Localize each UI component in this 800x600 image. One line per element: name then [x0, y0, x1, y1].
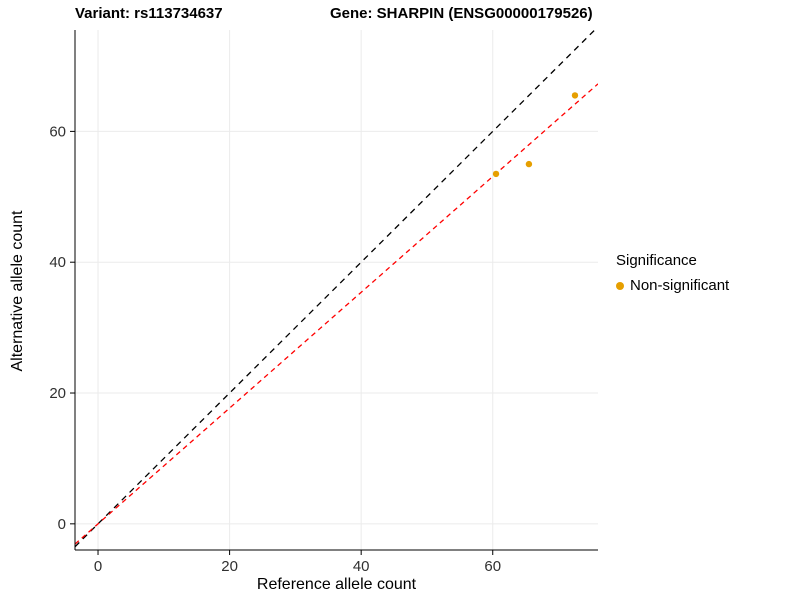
plot-title-gene: Gene: SHARPIN (ENSG00000179526): [330, 5, 593, 22]
y-tick-label: 0: [58, 516, 66, 533]
legend-item-label: Non-significant: [630, 277, 730, 294]
identity-line: [75, 30, 596, 548]
data-point: [525, 160, 533, 168]
y-tick-label: 40: [49, 254, 66, 271]
x-tick-label: 0: [94, 558, 102, 575]
y-tick-label: 60: [49, 123, 66, 140]
x-axis-title: Reference allele count: [256, 576, 417, 593]
fit-line: [75, 83, 598, 545]
data-point: [492, 170, 500, 178]
x-tick-label: 40: [353, 558, 370, 575]
legend-dot-icon: [616, 281, 624, 290]
legend-items: Non-significant: [616, 277, 729, 294]
y-axis-title: Alternative allele count: [9, 210, 26, 372]
legend-item: Non-significant: [616, 277, 729, 294]
legend: Significance Non-significant: [616, 252, 729, 294]
y-tick-label: 20: [49, 385, 66, 402]
x-tick-label: 60: [484, 558, 501, 575]
x-tick-label: 20: [221, 558, 238, 575]
plot-title-variant: Variant: rs113734637: [75, 5, 223, 22]
data-point: [571, 92, 579, 99]
legend-title: Significance: [616, 252, 697, 269]
